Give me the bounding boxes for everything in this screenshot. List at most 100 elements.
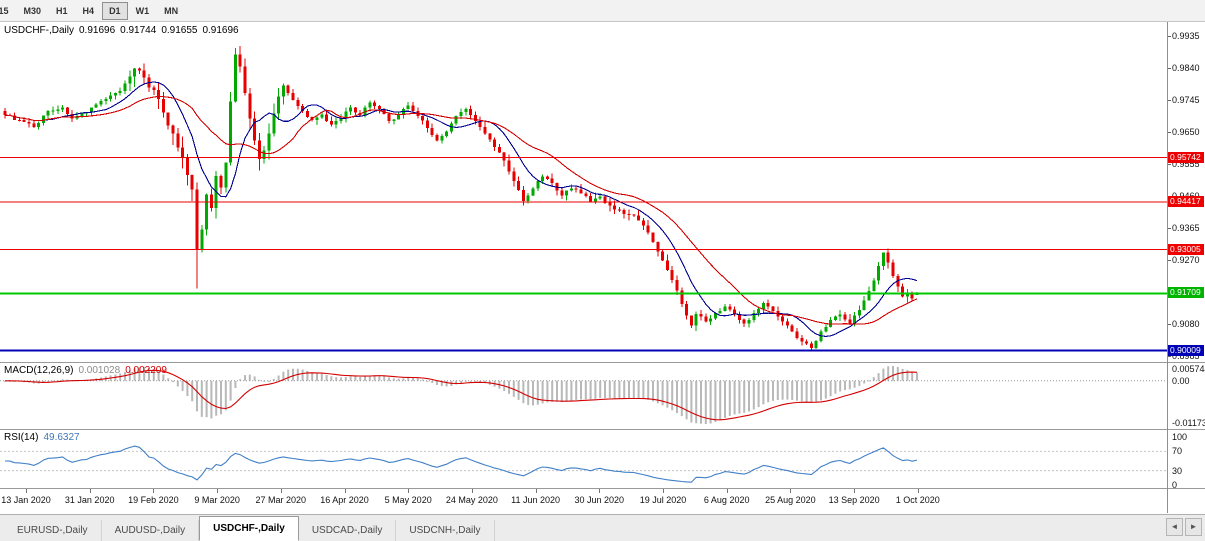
time-axis-tick: [599, 489, 601, 493]
time-axis-tick: [726, 489, 728, 493]
price-line-badge: 0.95742: [1168, 151, 1204, 163]
date-label: 9 Mar 2020: [194, 495, 240, 505]
macd-axis[interactable]: 0.0057440.00 -0.011738: [1168, 363, 1205, 429]
macd-value: 0.001028: [78, 365, 121, 376]
symbol-label: USDCHF-,Daily: [4, 25, 74, 36]
date-label: 19 Feb 2020: [128, 495, 179, 505]
price-chart-pane[interactable]: 0.9935 0.9840 0.9745 0.9650 0.9555 0.9460 0.93…: [0, 22, 1205, 363]
arrow-right-icon: ►: [1189, 522, 1198, 531]
price-axis[interactable]: 0.9935 0.9840 0.9745 0.9650 0.9555 0.9460 0.93…: [1168, 22, 1205, 362]
date-label: 13 Jan 2020: [1, 495, 51, 505]
date-label: 30 Jun 2020: [574, 495, 625, 505]
date-label: 11 Jun 2020: [511, 495, 561, 505]
tab-scroll-buttons: ◄ ►: [1166, 518, 1202, 536]
rsi-name: RSI(14): [4, 432, 39, 443]
price-axis-label: 0.9460: [1172, 191, 1200, 201]
timeframe-w1[interactable]: W1: [135, 5, 150, 16]
macd-info: MACD(12,26,9) 0.001028 0.002209: [4, 365, 172, 376]
timeframe-toolbar: M15 M30 H1 H4 D1 W1 MN: [0, 0, 1205, 22]
rsi-axis[interactable]: 100 70 30 0: [1168, 430, 1205, 490]
time-axis-tick: [408, 489, 410, 493]
time-axis-tick: [26, 489, 27, 493]
price-line-badge: 0.90009: [1168, 344, 1204, 356]
rsi-axis-label: 30: [1172, 465, 1183, 476]
time-axis-tick: [854, 489, 856, 493]
rsi-axis-label: 100: [1172, 432, 1188, 442]
timeframe-m30[interactable]: M30: [23, 5, 42, 16]
time-axis-tick: [89, 489, 91, 493]
tab-usdcad[interactable]: USDCAD-,Daily: [299, 520, 397, 541]
time-axis-tick: [790, 489, 792, 493]
price-axis-tick: [1168, 164, 1171, 165]
tab-eurusd[interactable]: EURUSD-,Daily: [4, 520, 102, 541]
chart-info: USDCHF-,Daily 0.91696 0.91744 0.91655 0.9169…: [4, 25, 244, 36]
macd-pane[interactable]: 0.0057440.00 -0.011738 MACD(12,26,9) 0.001…: [0, 363, 1205, 430]
time-axis-tick: [535, 489, 537, 493]
time-axis-tick: [344, 489, 346, 493]
date-label: 13 Sep 2020: [828, 495, 880, 505]
timeframe-m15[interactable]: M15: [0, 5, 9, 16]
price-line-badge: 0.93005: [1168, 243, 1204, 255]
price-axis-tick: [1168, 100, 1171, 101]
tab-bar-tabs: EURUSD-,Daily AUDUSD-,Daily USDCHF-,Daily U…: [4, 515, 495, 541]
arrow-left-icon: ◄: [1170, 522, 1179, 531]
time-axis-tick: [471, 489, 473, 493]
price-axis-tick: [1168, 68, 1171, 69]
axis-separator: [1167, 22, 1168, 513]
price-axis-label: 0.9555: [1172, 159, 1200, 169]
rsi-plot[interactable]: [0, 430, 1167, 488]
ohlc-high: 0.91744: [120, 25, 157, 36]
timeframe-h1[interactable]: H1: [56, 5, 68, 16]
price-axis-label: 0.9840: [1172, 63, 1200, 73]
price-axis-tick: [1168, 324, 1171, 325]
tab-scroll-right-button[interactable]: ►: [1185, 518, 1202, 536]
tab-scroll-left-button[interactable]: ◄: [1166, 518, 1183, 536]
timeframe-h4[interactable]: H4: [82, 5, 95, 16]
price-axis-tick: [1168, 132, 1171, 133]
rsi-pane[interactable]: 100 70 30 0 RSI(14) 49.6327: [0, 430, 1205, 490]
price-line-badge: 0.94417: [1168, 196, 1204, 208]
date-label: 24 May 2020: [445, 495, 498, 505]
time-axis-tick: [280, 489, 282, 493]
macd-signal-value: 0.002209: [125, 365, 167, 376]
timeframe-d1[interactable]: D1: [102, 1, 128, 20]
rsi-value: 49.6327: [43, 432, 80, 443]
price-axis-label: 0.9935: [1172, 31, 1200, 41]
time-axis-tick: [153, 489, 155, 493]
price-axis-label: 0.8985: [1172, 351, 1200, 361]
macd-axis-label: 0.00: [1172, 375, 1190, 386]
tab-audusd[interactable]: AUDUSD-,Daily: [102, 520, 200, 541]
time-axis-tick: [917, 489, 919, 493]
time-axis-tick: [663, 489, 664, 493]
timeframe-mn[interactable]: MN: [164, 5, 179, 16]
macd-name: MACD(12,26,9): [4, 365, 74, 376]
macd-plot[interactable]: [0, 363, 1167, 429]
price-axis-label: 0.9080: [1172, 319, 1200, 329]
date-label: 1 Oct 2020: [895, 495, 940, 505]
price-plot[interactable]: [0, 22, 1167, 362]
price-axis-tick: [1168, 260, 1171, 261]
price-axis-label: 0.9650: [1172, 127, 1200, 137]
price-axis-tick: [1168, 228, 1171, 229]
ohlc-open: 0.91696: [79, 25, 116, 36]
date-label: 5 May 2020: [384, 495, 432, 505]
date-label: 16 Apr 2020: [320, 495, 369, 505]
macd-axis-label: -0.011738: [1172, 418, 1205, 428]
tab-usdcnh[interactable]: USDCNH-,Daily: [396, 520, 495, 541]
date-label: 6 Aug 2020: [703, 495, 750, 505]
tab-bar: EURUSD-,Daily AUDUSD-,Daily USDCHF-,Daily U…: [0, 514, 1205, 541]
time-axis-tick: [217, 489, 219, 493]
date-label: 19 Jul 2020: [639, 495, 687, 505]
tab-usdchf[interactable]: USDCHF-,Daily: [199, 516, 299, 541]
date-label: 31 Jan 2020: [64, 495, 115, 505]
price-axis-label: 0.9270: [1172, 255, 1200, 265]
time-axis[interactable]: 13 Jan 2020 31 Jan 2020 19 Feb 2020 9 Mar 2…: [0, 489, 1205, 514]
price-line-badge: 0.91709: [1168, 287, 1204, 299]
price-axis-label: 0.9745: [1172, 95, 1200, 105]
rsi-axis-label: 0: [1172, 480, 1178, 490]
macd-axis-label: 0.005744: [1172, 364, 1205, 374]
rsi-info: RSI(14) 49.6327: [4, 432, 85, 443]
price-axis-tick: [1168, 356, 1171, 357]
rsi-axis-label: 70: [1172, 446, 1183, 457]
